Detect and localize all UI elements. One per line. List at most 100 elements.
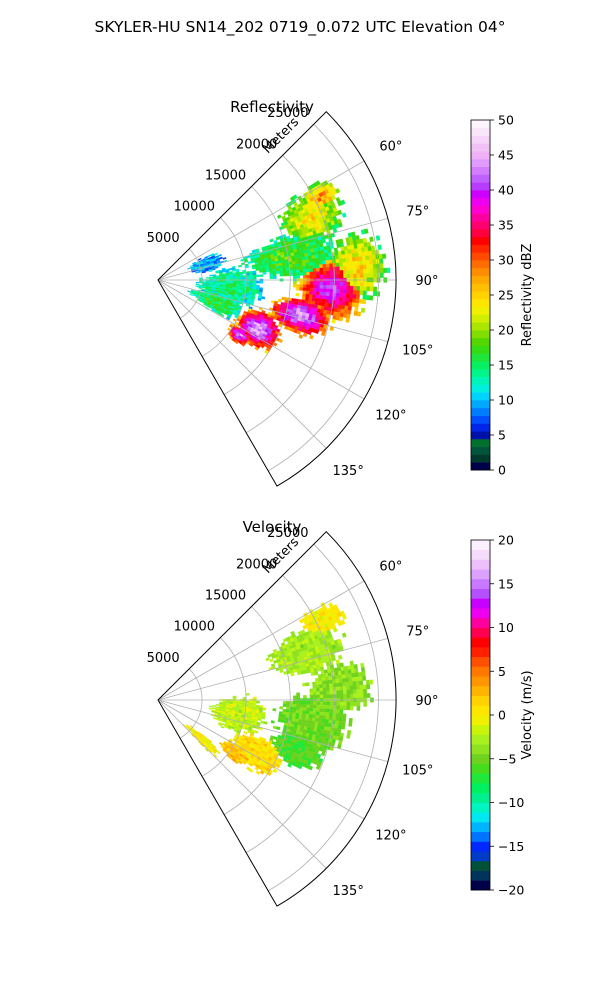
radar-cell — [326, 270, 331, 275]
colorbar-segment — [471, 715, 490, 726]
radar-cell — [346, 313, 351, 319]
radar-cell — [272, 273, 277, 277]
colorbar-segment — [471, 831, 490, 842]
radar-cell — [304, 256, 309, 260]
chart-title: Reflectivity — [230, 98, 314, 116]
colorbar-tick-label: 25 — [498, 288, 514, 303]
radar-cell — [309, 704, 314, 709]
radar-cell — [373, 286, 378, 292]
radar-cell — [351, 672, 356, 678]
radar-cell — [328, 256, 333, 261]
radar-cell — [331, 318, 336, 324]
radar-cell — [339, 694, 344, 699]
radar-cell — [321, 298, 326, 304]
radar-cell — [361, 671, 366, 677]
radar-cell — [312, 294, 317, 299]
radar-cell — [226, 277, 230, 280]
radar-cell — [281, 719, 286, 723]
radar-cell — [246, 276, 250, 280]
radar-cell — [268, 266, 273, 270]
radar-cell — [366, 282, 371, 287]
colorbar-label: Reflectivity dBZ — [520, 244, 535, 347]
radar-cell — [344, 301, 350, 307]
colorbar-segment — [471, 244, 490, 253]
colorbar-segment — [471, 637, 490, 648]
radar-cell — [328, 296, 333, 301]
radar-cell — [279, 669, 284, 673]
radar-cell — [299, 701, 304, 705]
radar-cell — [329, 281, 334, 286]
radar-cell — [329, 690, 334, 695]
radar-cell — [325, 683, 330, 688]
radar-cell — [356, 701, 361, 707]
radar-cell — [372, 263, 377, 269]
radar-cell — [269, 269, 273, 272]
radar-cell — [222, 277, 227, 280]
radar-cell — [318, 718, 323, 723]
colorbar-tick-label: 20 — [498, 323, 514, 338]
radar-cell — [321, 676, 326, 682]
radar-cell — [322, 680, 327, 685]
radar-cell — [342, 678, 347, 683]
colorbar-segment — [471, 267, 490, 276]
radar-cell — [265, 264, 270, 268]
radar-cell — [265, 269, 270, 273]
radar-cell — [347, 305, 352, 311]
radar-cell — [349, 681, 354, 687]
radar-cell — [242, 760, 247, 765]
colorbar-segment — [471, 236, 490, 245]
radar-cell — [315, 294, 320, 299]
azimuth-tick-label: 75° — [406, 624, 429, 639]
radar-cell — [346, 289, 351, 295]
radar-cell — [239, 273, 244, 276]
radar-cell — [262, 271, 267, 275]
radar-cell — [359, 680, 364, 686]
colorbar-segment — [471, 330, 490, 339]
colorbar-segment — [471, 802, 490, 813]
radar-cell — [337, 728, 342, 733]
radar-cell — [302, 287, 307, 292]
radar-cell — [269, 273, 274, 277]
radar-cell — [366, 264, 371, 270]
radar-cell — [353, 285, 357, 291]
radar-cell — [336, 270, 341, 275]
radar-cell — [353, 269, 357, 275]
radar-cell — [309, 701, 314, 706]
radar-cell — [336, 709, 341, 714]
radar-cell — [333, 274, 337, 279]
radar-cell — [214, 266, 219, 269]
radar-cell — [345, 297, 350, 303]
radar-cell — [295, 263, 300, 268]
radar-cell — [228, 268, 233, 271]
radar-cell — [236, 700, 240, 703]
radar-cell — [354, 668, 359, 674]
radar-cell — [328, 259, 333, 264]
radar-cell — [346, 705, 351, 711]
radar-cell — [295, 709, 300, 714]
radar-cell — [315, 298, 320, 303]
range-ring — [245, 155, 335, 434]
radar-cell — [326, 288, 330, 293]
radar-cell — [327, 723, 332, 728]
radar-cell — [311, 258, 316, 263]
radar-cell — [255, 770, 261, 775]
radar-cell — [322, 263, 327, 269]
radar-cell — [337, 670, 342, 676]
radar-cell — [327, 303, 332, 308]
radar-cell — [287, 762, 293, 768]
radar-cell — [322, 683, 327, 689]
radar-cell — [312, 714, 317, 719]
radar-cell — [335, 716, 340, 722]
radar-cell — [249, 280, 254, 284]
azimuth-spoke — [157, 699, 327, 869]
sector-frame — [157, 531, 397, 907]
azimuth-tick-label: 105° — [402, 344, 433, 359]
radar-cell — [343, 689, 347, 695]
radar-cell — [319, 694, 324, 699]
colorbar-segment — [471, 646, 490, 658]
colorbar-segment — [471, 151, 490, 160]
colorbar-segment — [471, 656, 490, 667]
radar-cell — [299, 284, 304, 288]
radar-cell — [334, 675, 340, 680]
radar-field — [187, 180, 391, 355]
